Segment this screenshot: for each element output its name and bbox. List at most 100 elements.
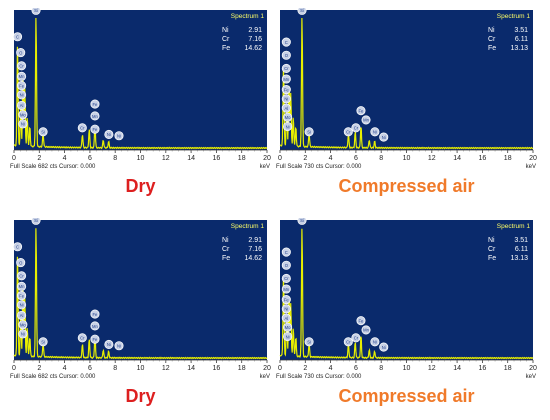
composition-element: Cr — [488, 36, 496, 43]
composition-value: 7.16 — [248, 36, 262, 43]
spectrum-line — [279, 17, 534, 150]
composition-value: 3.51 — [514, 27, 528, 34]
x-tick-label: 18 — [238, 155, 246, 162]
x-unit-label: keV — [260, 164, 270, 170]
spectrum-panel-compressed-top: Si C O Cr Mn Fe Ni Al Mo Ni Si Cr Cr Fe Mn Ni Ni Spectrum… — [274, 8, 539, 172]
composition-element: Cr — [222, 36, 230, 43]
peak-marker — [370, 127, 380, 137]
peak-marker-label: Mn — [363, 118, 369, 123]
peak-marker-label: Mo — [20, 112, 26, 117]
x-tick-label: 8 — [379, 155, 383, 162]
x-tick-label: 14 — [187, 155, 195, 162]
composition-value: 14.62 — [244, 255, 262, 262]
x-tick-label: 12 — [162, 365, 170, 372]
x-tick-label: 2 — [303, 365, 307, 372]
x-tick-label: 18 — [504, 365, 512, 372]
x-tick-label: 18 — [504, 155, 512, 162]
x-tick-label: 20 — [263, 365, 271, 372]
peak-marker — [17, 300, 27, 310]
peak-marker-label: Si — [41, 130, 45, 135]
x-tick-label: 16 — [479, 365, 487, 372]
spectrum-label: Spectrum 1 — [231, 13, 265, 20]
x-tick-label: 10 — [137, 365, 145, 372]
x-tick-label: 2 — [37, 365, 41, 372]
peak-marker — [304, 127, 314, 137]
peak-marker-label: Ni — [373, 340, 377, 345]
spectrum-panel-compressed-bottom: Si C O Cr Mn Fe Ni Al Mo Ni Si Cr Cr Fe Mn Ni Ni Spectrum… — [274, 218, 539, 382]
x-tick-label: 0 — [12, 365, 16, 372]
x-unit-label: keV — [526, 374, 536, 380]
peak-marker-label: Fe — [284, 87, 290, 92]
peak-marker-label: Al — [20, 313, 24, 318]
composition-value: 2.91 — [248, 237, 262, 244]
plot-area — [280, 10, 533, 150]
peak-marker — [104, 339, 114, 349]
peak-marker-label: Fe — [19, 83, 25, 88]
peak-marker — [379, 132, 389, 142]
x-tick-label: 6 — [88, 365, 92, 372]
peak-marker — [281, 37, 291, 47]
footer-text: Full Scale 730 cts Cursor: 0.000 — [276, 374, 362, 380]
x-tick-label: 2 — [303, 155, 307, 162]
peak-marker — [17, 71, 27, 81]
peak-marker — [283, 112, 293, 122]
peak-marker — [281, 74, 291, 84]
peak-marker — [361, 325, 371, 335]
peak-marker — [281, 304, 291, 314]
peak-marker-label: Cr — [346, 340, 351, 345]
peak-marker — [16, 48, 26, 58]
peak-marker-label: Al — [20, 103, 24, 108]
peak-marker — [104, 129, 114, 139]
peak-marker — [351, 123, 361, 133]
spectrum-panel-dry-bottom: Si C O Cr Mn Fe Ni Al Mo Ni Si Cr Fe Mn Fe Ni Ni Spectrum… — [8, 218, 273, 382]
caption-compressed-top: Compressed air — [338, 176, 475, 196]
peak-marker-label: Si — [300, 8, 304, 13]
x-tick-label: 8 — [379, 365, 383, 372]
footer-text: Full Scale 682 cts Cursor: 0.000 — [10, 164, 96, 170]
peak-marker — [16, 258, 26, 268]
peak-marker — [38, 127, 48, 137]
peak-marker-label: Fe — [93, 312, 99, 317]
x-tick-label: 12 — [428, 365, 436, 372]
peak-marker — [361, 115, 371, 125]
peak-marker-label: Cr — [19, 64, 24, 69]
composition-element: Cr — [222, 246, 230, 253]
peak-marker-label: Ni — [20, 303, 24, 308]
peak-marker — [12, 242, 23, 252]
x-unit-label: keV — [526, 164, 536, 170]
peak-marker-label: Ni — [284, 97, 288, 102]
composition-value: 7.16 — [248, 246, 262, 253]
peak-marker-label: Ni — [117, 134, 121, 139]
peak-marker — [17, 281, 27, 291]
peak-marker — [281, 50, 291, 60]
peak-marker — [281, 85, 291, 95]
peak-marker — [283, 121, 293, 132]
peak-marker — [379, 342, 389, 352]
spectrum-line — [13, 228, 268, 360]
x-tick-label: 6 — [354, 365, 358, 372]
peak-marker-label: Fe — [19, 293, 25, 298]
peak-marker-label: Fe — [93, 337, 99, 342]
peak-marker-label: Si — [307, 130, 311, 135]
peak-marker-label: C — [16, 245, 19, 250]
peak-marker-label: Cr — [284, 276, 289, 281]
peak-marker-label: Mn — [92, 324, 98, 329]
x-tick-label: 4 — [329, 155, 333, 162]
peak-marker-label: O — [19, 50, 23, 55]
x-tick-label: 10 — [403, 155, 411, 162]
x-tick-label: 0 — [278, 155, 282, 162]
peak-marker-label: Mn — [92, 114, 98, 119]
composition-element: Fe — [222, 45, 230, 52]
peak-marker-label: Mo — [20, 322, 26, 327]
composition-value: 14.62 — [244, 45, 262, 52]
peak-marker — [114, 341, 124, 351]
spectrum-label: Spectrum 1 — [497, 13, 531, 20]
composition-value: 13.13 — [510, 255, 528, 262]
peak-marker — [281, 295, 291, 305]
peak-marker-label: Mo — [285, 325, 291, 330]
peak-marker — [77, 123, 87, 133]
composition-element: Fe — [488, 255, 496, 262]
peak-marker-label: Ni — [21, 122, 25, 127]
peak-marker-label: Al — [284, 106, 288, 111]
peak-marker-label: Ni — [21, 332, 25, 337]
